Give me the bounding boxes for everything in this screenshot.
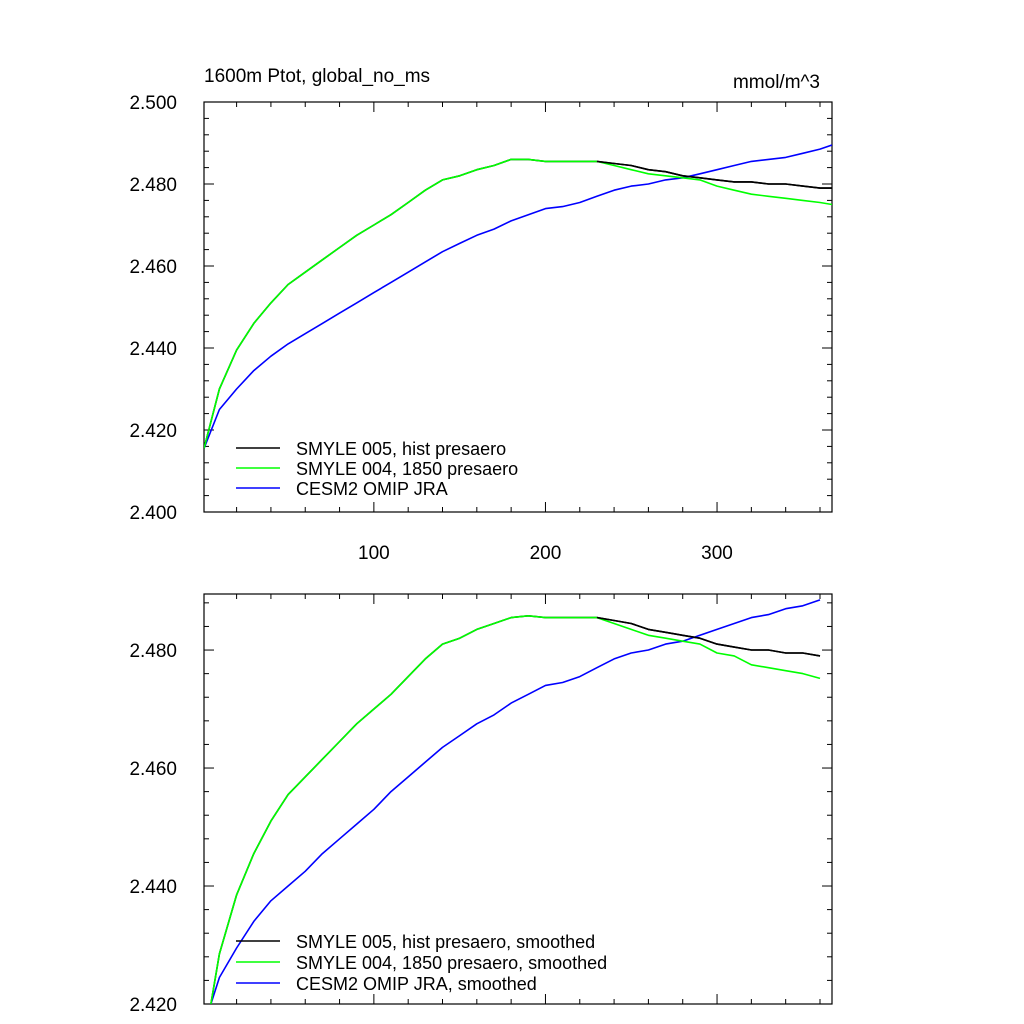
y-tick-label: 2.420 xyxy=(129,995,177,1016)
legend-label: SMYLE 005, hist presaero, smoothed xyxy=(296,932,595,952)
series-line-3 xyxy=(204,144,832,449)
y-tick-label: 2.460 xyxy=(129,257,177,278)
y-tick-label: 2.460 xyxy=(129,759,177,780)
legend-label: CESM2 OMIP JRA, smoothed xyxy=(296,974,537,994)
legend: SMYLE 005, hist presaero, smoothedSMYLE … xyxy=(236,932,607,994)
panel-1: 2.400 2.420 2.440 2.460 2.480 2.500 100 200 300 1… xyxy=(129,66,833,564)
y-tick-label: 2.440 xyxy=(129,877,177,898)
series-group xyxy=(204,144,832,449)
series-line-2 xyxy=(210,614,821,1004)
chart-title: 1600m Ptot, global_no_ms xyxy=(204,66,430,87)
x-tick-label: 200 xyxy=(530,543,562,564)
series-line-1-overlay xyxy=(596,160,832,189)
legend-label: SMYLE 004, 1850 presaero, smoothed xyxy=(296,953,607,973)
y-tick-label: 2.440 xyxy=(129,339,177,360)
y-tick-label: 2.500 xyxy=(129,93,177,114)
plot-frame xyxy=(203,101,833,513)
y-tick-label: 2.420 xyxy=(129,421,177,442)
series-line-1 xyxy=(204,158,832,449)
panel-2: 2.420 2.440 2.460 2.480 SMYLE 005, hist pres… xyxy=(129,593,833,1016)
y-tick-label: 2.480 xyxy=(129,175,177,196)
series-line-1-overlay xyxy=(596,616,821,657)
x-tick-label: 100 xyxy=(358,543,390,564)
plot-frame xyxy=(203,593,833,1005)
y-tick-label: 2.480 xyxy=(129,641,177,662)
legend-label: SMYLE 005, hist presaero xyxy=(296,439,506,459)
y-tick-label: 2.400 xyxy=(129,503,177,524)
series-line-2 xyxy=(204,158,832,449)
legend-label: CESM2 OMIP JRA xyxy=(296,479,448,499)
legend-label: SMYLE 004, 1850 presaero xyxy=(296,459,518,479)
series-group xyxy=(210,599,821,1004)
series-line-3 xyxy=(210,599,821,1004)
x-tick-label: 300 xyxy=(701,543,733,564)
units-label: mmol/m^3 xyxy=(733,72,820,93)
